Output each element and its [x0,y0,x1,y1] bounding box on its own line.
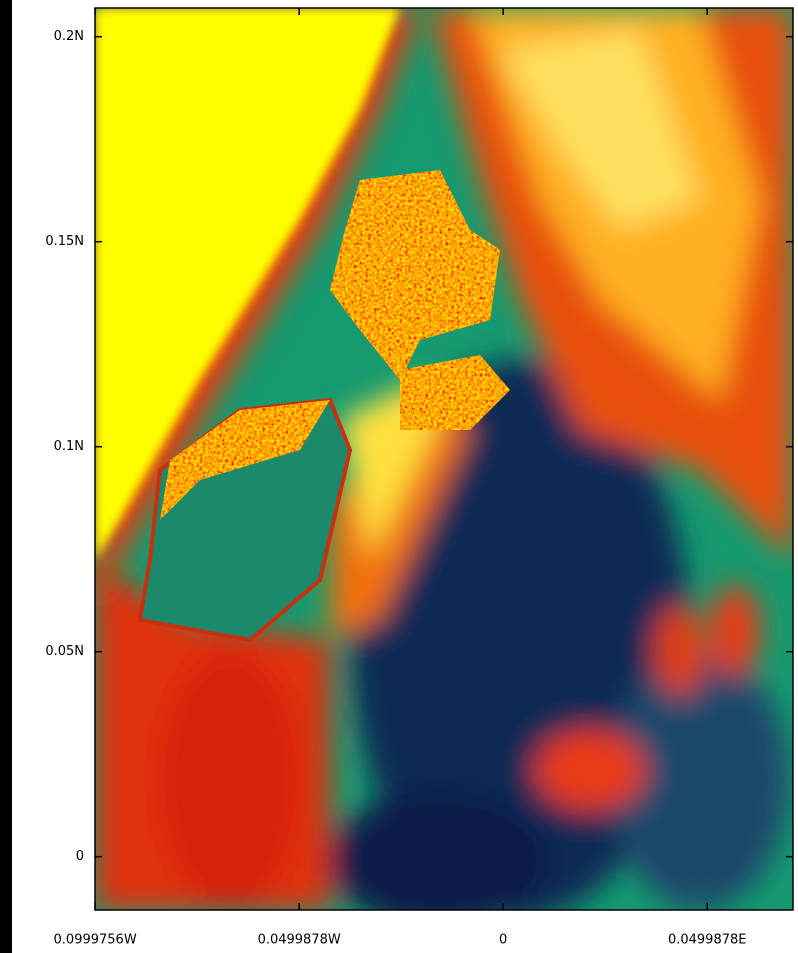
map-figure: 0.0999756W 0.0499878W 0 0.0499878E 0.2N 0.15N… [0,0,798,953]
x-tick-label: 0.0499878E [668,933,747,948]
map-image [95,8,793,930]
x-tick-label: 0.0499878W [258,933,341,948]
y-tick-label: 0.1N [54,439,84,454]
y-tick-label: 0.05N [45,644,84,659]
y-tick-label: 0.15N [45,234,84,249]
x-tick-label: 0 [499,933,507,948]
y-tick-label: 0.2N [54,29,84,44]
left-edge [0,0,12,953]
y-tick-label: 0 [76,849,84,864]
page: {"chart_data": {"type": "map", "xlim": [… [0,0,798,953]
x-tick-label: 0.0999756W [54,933,137,948]
